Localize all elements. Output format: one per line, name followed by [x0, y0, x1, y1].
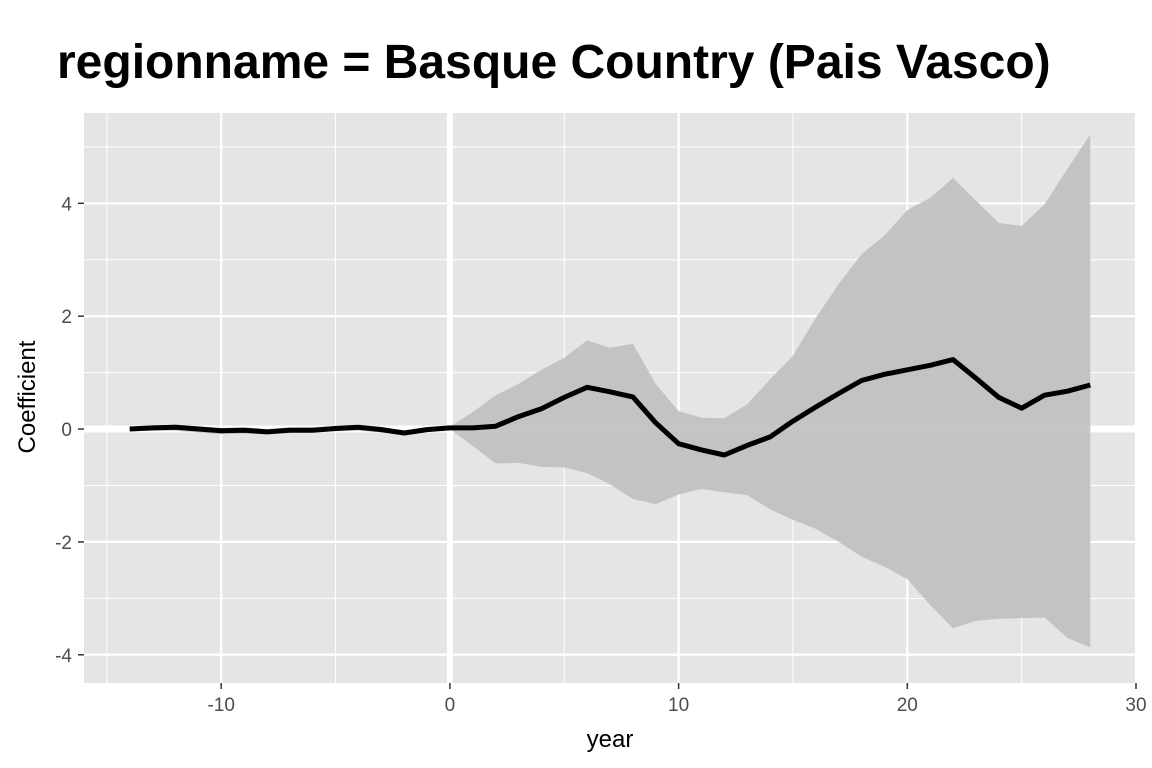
- y-tick-label: 0: [61, 420, 72, 441]
- x-tick-label: 10: [668, 695, 689, 716]
- y-tick-label: -4: [55, 646, 72, 667]
- x-tick-label: 0: [445, 695, 456, 716]
- x-tick-label: 30: [1125, 695, 1146, 716]
- chart-title: regionname = Basque Country (Pais Vasco): [57, 36, 1051, 89]
- coefficient-line-layer: [129, 357, 1091, 458]
- x-axis-title: year: [587, 726, 634, 753]
- y-tick-label: 4: [61, 194, 72, 215]
- coefficient-line: [129, 357, 1091, 458]
- x-axis-ticks: -10 0 10 20 30: [207, 683, 1147, 716]
- y-tick-label: 2: [61, 307, 72, 328]
- x-tick-label: 20: [897, 695, 918, 716]
- x-tick-label: -10: [207, 695, 234, 716]
- y-axis-title: Coefficient: [14, 340, 41, 453]
- y-axis-ticks: -4 -2 0 2 4: [55, 194, 84, 667]
- y-tick-label: -2: [55, 533, 72, 554]
